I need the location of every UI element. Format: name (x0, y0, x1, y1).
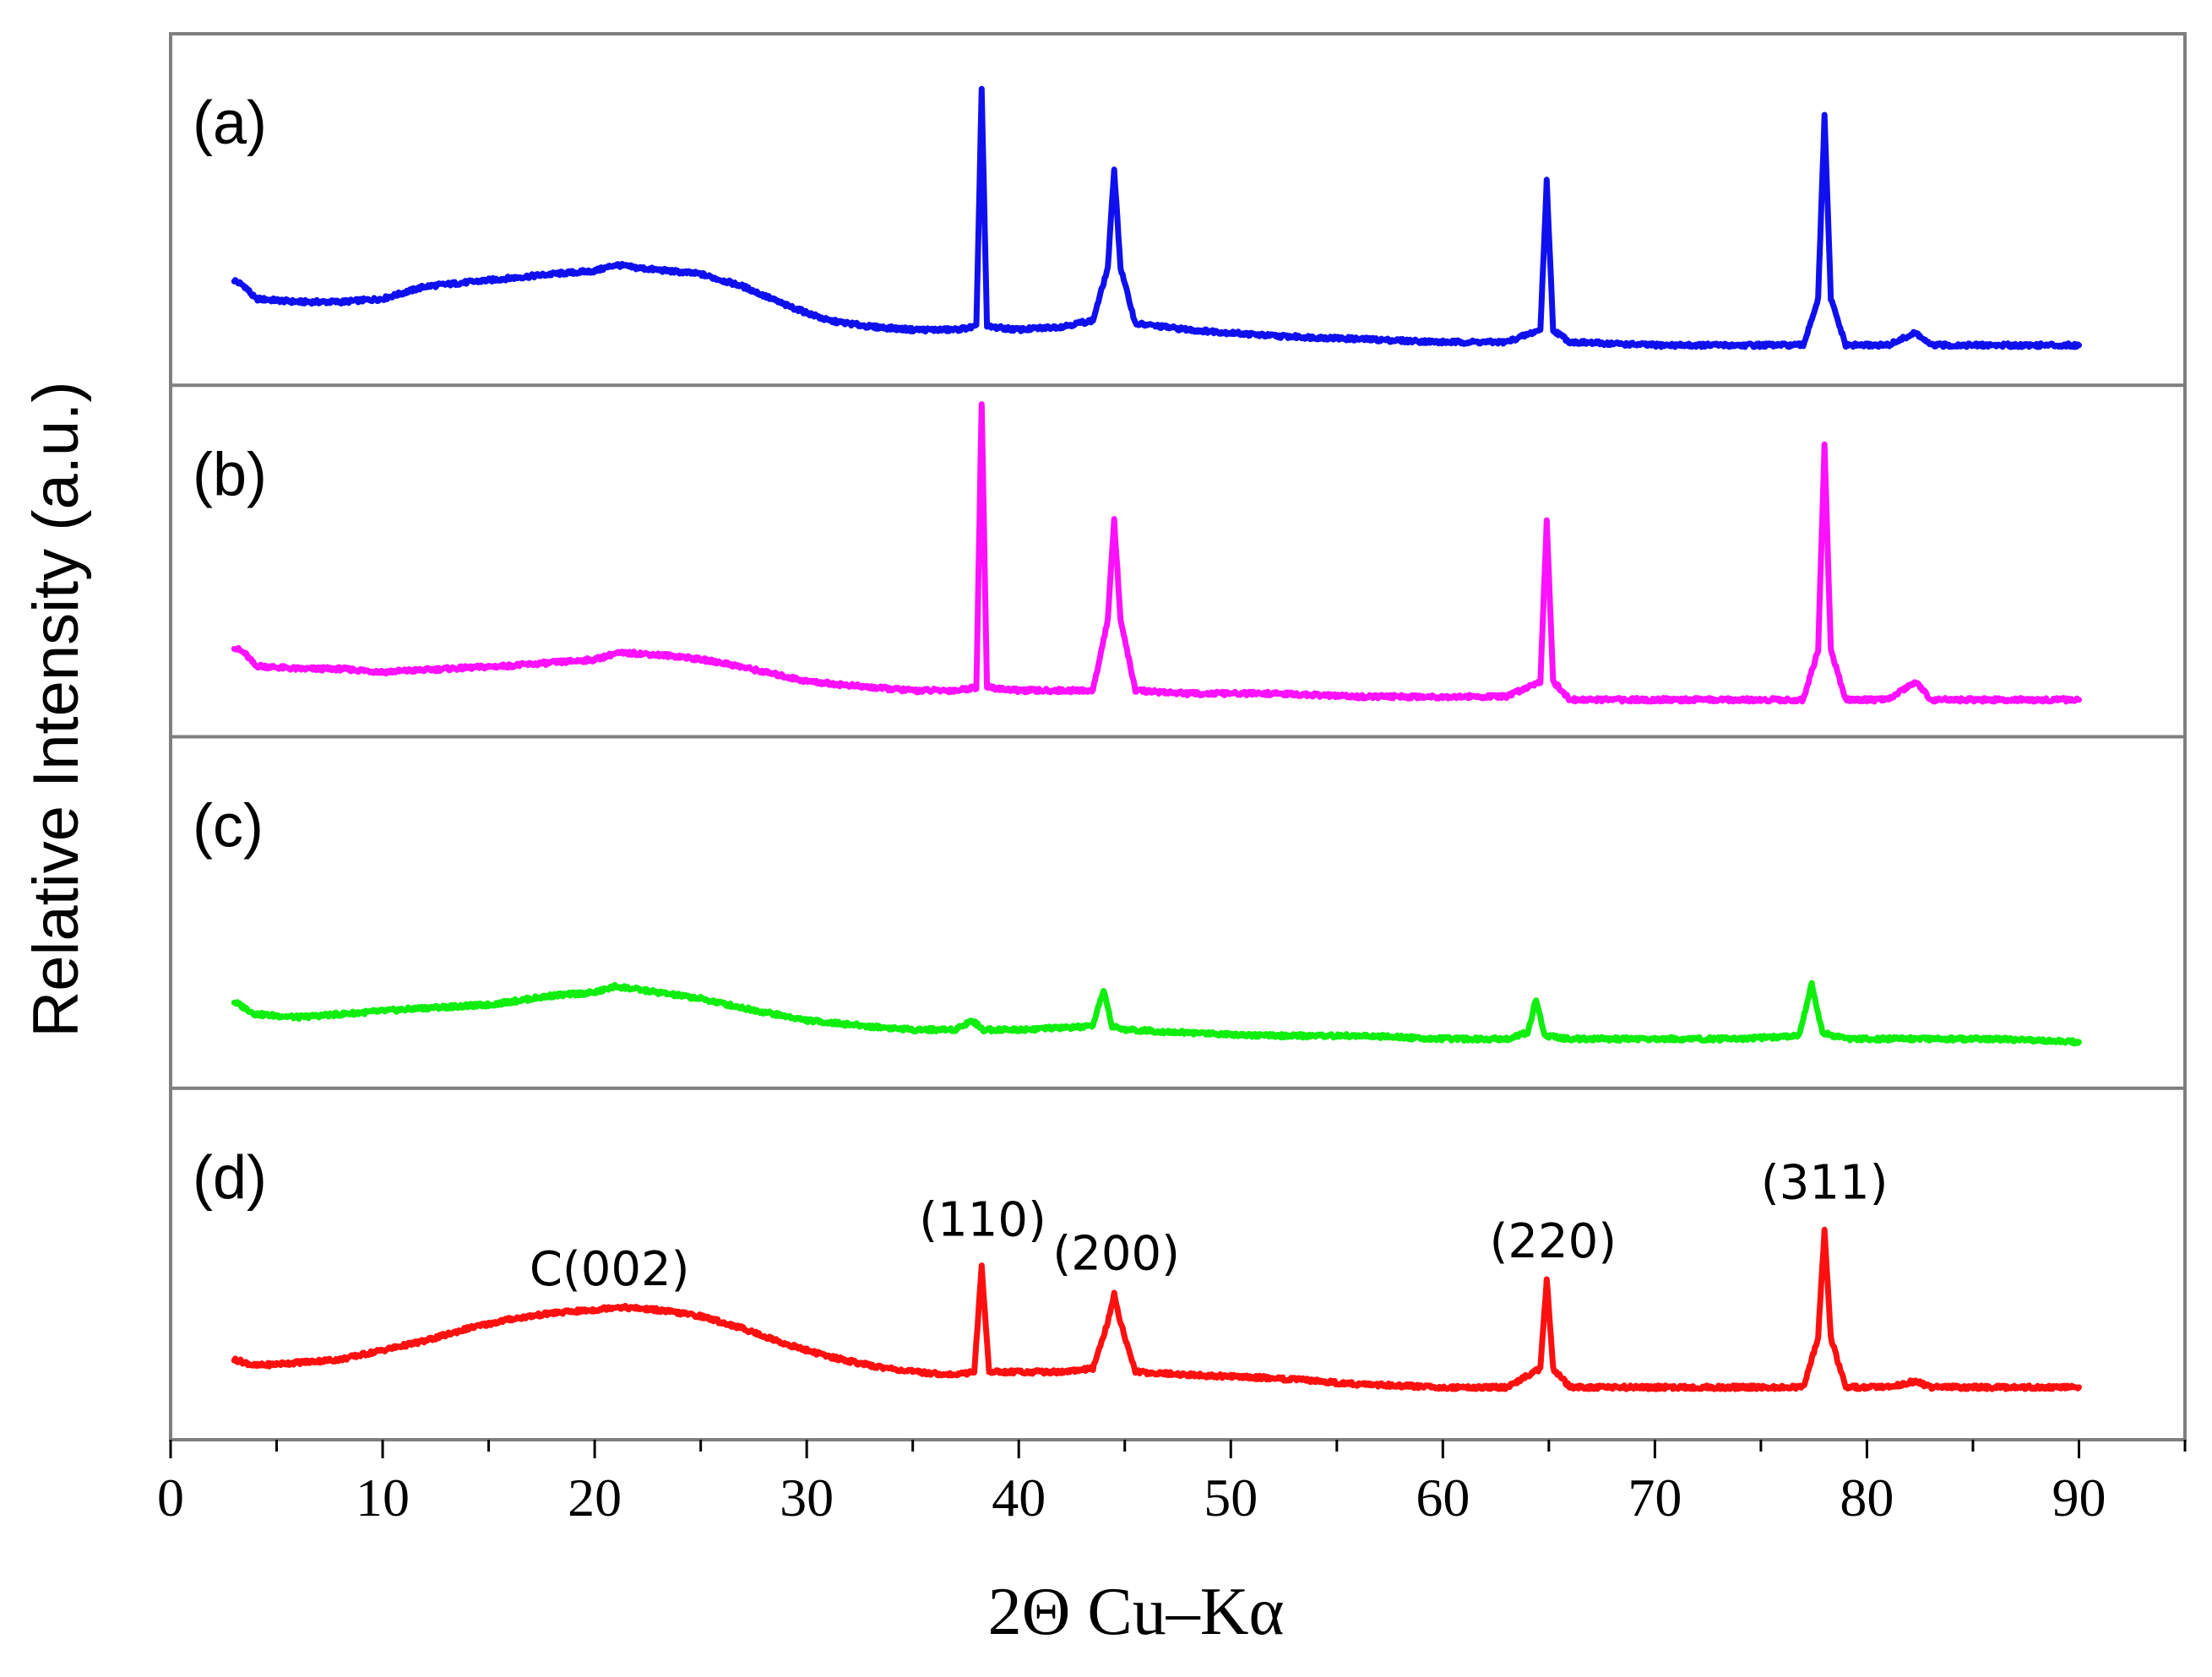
x-tick-label-8: 80 (1840, 1468, 1894, 1528)
panels-layer (169, 32, 2187, 1441)
x-axis-label: 2Θ Cu–Kα (988, 1575, 1285, 1649)
x-tick-label-4: 40 (992, 1468, 1046, 1528)
panel-label-1: (b) (193, 441, 267, 508)
series-layer (231, 85, 2082, 1392)
series-line-0 (231, 85, 2082, 350)
axis-layer: 0 10 20 30 40 50 60 70 80 90 (157, 1440, 2187, 1528)
x-tick-label-6: 60 (1416, 1468, 1470, 1528)
x-tick-label-1: 10 (356, 1468, 410, 1528)
panel-label-3: (d) (193, 1144, 267, 1212)
series-line-3 (231, 1226, 2082, 1392)
series-line-1 (231, 401, 2082, 705)
peak-annotation-4: (311) (1761, 1155, 1889, 1210)
panel-label-0: (a) (193, 90, 267, 157)
x-tick-label-9: 90 (2052, 1468, 2106, 1528)
x-tick-label-7: 70 (1628, 1468, 1682, 1528)
y-axis-label: Relative Intensity (a.u.) (20, 381, 92, 1037)
x-tick-label-3: 30 (780, 1468, 834, 1528)
series-line-2 (231, 980, 2082, 1047)
peak-annotation-2: (200) (1052, 1227, 1180, 1282)
peak-annotation-1: (110) (919, 1192, 1046, 1247)
annotation-layer: (a) (b) (c) (d) C(002) (110)(200) (220) (311) (193, 90, 1889, 1297)
panel-label-2: (c) (193, 793, 264, 860)
x-tick-label-5: 50 (1204, 1468, 1258, 1528)
peak-annotation-0: C(002) (530, 1242, 690, 1297)
peak-annotation-3: (220) (1490, 1214, 1617, 1269)
x-tick-label-2: 20 (568, 1468, 622, 1528)
x-tick-label-0: 0 (157, 1468, 184, 1528)
